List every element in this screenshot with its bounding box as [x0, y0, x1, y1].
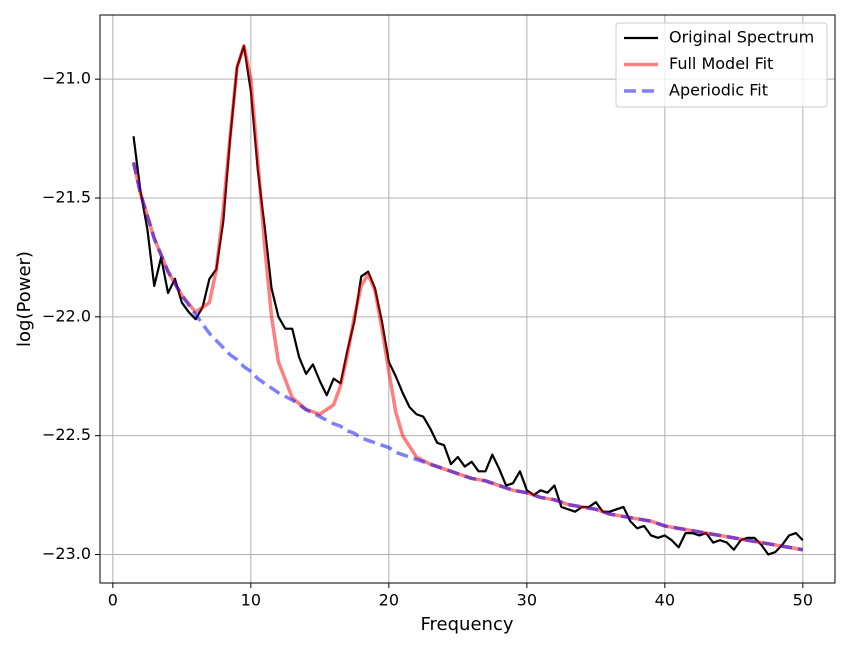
y-tick-label: −21.5	[42, 187, 91, 206]
legend-label: Full Model Fit	[669, 54, 773, 73]
x-tick-label: 30	[517, 591, 537, 610]
x-axis-label: Frequency	[421, 614, 514, 635]
y-tick-label: −22.5	[42, 425, 91, 444]
y-tick-label: −21.0	[42, 69, 91, 88]
legend-label: Aperiodic Fit	[669, 81, 768, 100]
x-tick-label: 10	[241, 591, 261, 610]
x-tick-label: 0	[108, 591, 118, 610]
legend-box	[615, 22, 828, 108]
series-line	[131, 44, 804, 552]
x-tick-label: 50	[793, 591, 813, 610]
y-tick-label: −23.0	[42, 544, 91, 563]
x-tick-label: 40	[655, 591, 675, 610]
legend-label: Original Spectrum	[669, 28, 814, 47]
y-axis-label: log(Power)	[14, 251, 35, 347]
y-tick-label: −22.0	[42, 306, 91, 325]
plot-frame	[99, 14, 836, 584]
series-line	[131, 161, 804, 552]
x-tick-label: 20	[379, 591, 399, 610]
